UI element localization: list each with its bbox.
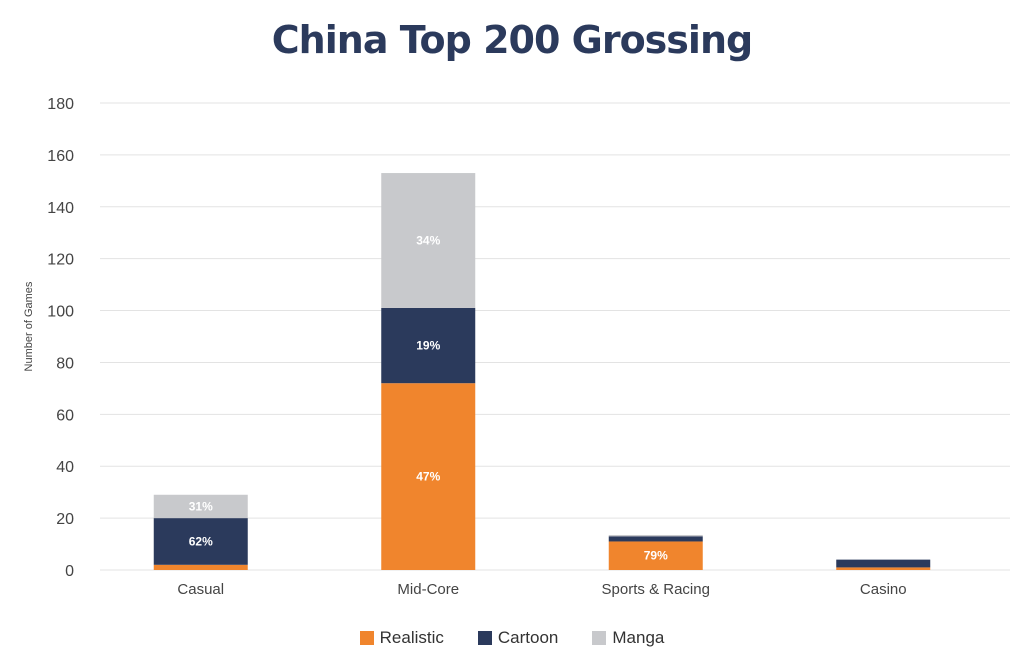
bar-data-label: 19%: [416, 339, 440, 353]
legend-swatch: [359, 631, 374, 645]
y-tick-label: 0: [65, 563, 74, 580]
y-tick-label: 20: [56, 511, 74, 528]
legend-label: Manga: [612, 628, 665, 647]
bar-segment: [608, 536, 703, 542]
legend-swatch: [477, 631, 492, 645]
y-tick-label: 140: [47, 200, 74, 217]
chart-title: China Top 200 Grossing: [271, 18, 753, 62]
legend-swatch: [592, 631, 607, 645]
legend-item: Manga: [592, 628, 664, 648]
bar-data-label: 47%: [416, 470, 440, 484]
bar-data-label: 62%: [189, 534, 213, 548]
y-tick-label: 40: [56, 459, 74, 476]
y-tick-label: 160: [47, 148, 74, 165]
bar-segment: [153, 564, 248, 570]
y-tick-label: 80: [56, 355, 74, 372]
bar-segment: [381, 173, 476, 308]
x-category-label: Sports & Racing: [602, 581, 710, 598]
legend-item: Realistic: [359, 628, 444, 648]
y-axis-title: Number of Games: [23, 281, 35, 371]
bar-segment: [608, 534, 703, 537]
y-tick-label: 180: [47, 96, 74, 113]
x-category-label: Casual: [177, 581, 224, 598]
legend-label: Realistic: [379, 628, 444, 647]
y-tick-label: 120: [47, 252, 74, 269]
legend-item: Cartoon: [477, 628, 559, 648]
x-category-label: Casino: [860, 581, 907, 598]
bar-segment: [153, 494, 248, 519]
y-tick-label: 100: [47, 304, 74, 321]
bar-segment: [608, 541, 703, 570]
bar-data-label: 34%: [416, 234, 440, 248]
chart-plot: 0 20 40 60 80 100 120 140 160 180 Number of Games 6…: [23, 96, 1010, 598]
bar-segment: [836, 559, 931, 568]
bar-segment: [381, 307, 476, 384]
bar-data-label: 79%: [644, 549, 668, 563]
bar-segment: [381, 383, 476, 570]
legend-label: Cartoon: [497, 628, 559, 647]
chart-legend: Realistic Cartoon Manga: [0, 628, 1024, 648]
bar-segment: [153, 518, 248, 565]
y-tick-label: 60: [56, 407, 74, 424]
x-category-label: Mid-Core: [397, 581, 459, 598]
bar-segment: [836, 567, 931, 570]
bar-data-label: 31%: [189, 499, 213, 513]
